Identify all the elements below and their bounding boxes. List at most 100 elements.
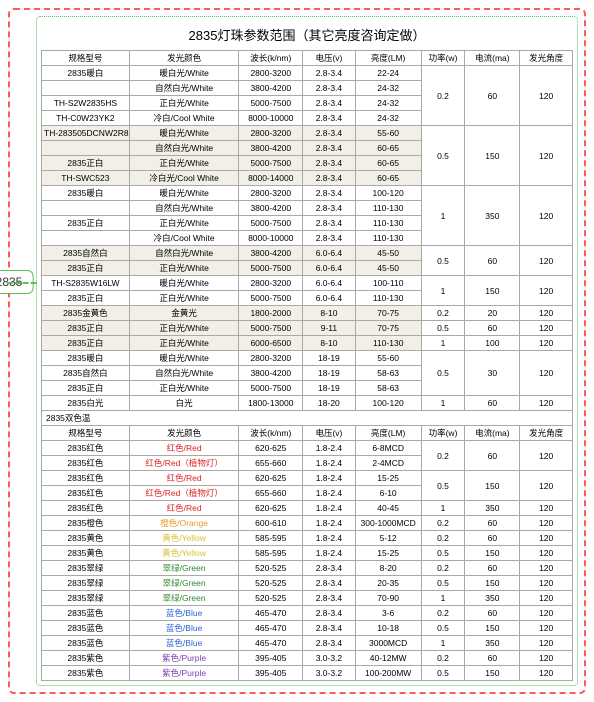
table-row: 2835黄色黄色/Yellow585-5951.8-2.415-250.5150… bbox=[42, 546, 573, 561]
cell: 395-405 bbox=[239, 666, 303, 681]
cell: 520-525 bbox=[239, 591, 303, 606]
cell: 0.2 bbox=[421, 66, 465, 126]
cell: 18-19 bbox=[303, 351, 356, 366]
cell: 0.2 bbox=[421, 516, 465, 531]
cell: 40-45 bbox=[355, 501, 421, 516]
cell: 2.8-3.4 bbox=[303, 561, 356, 576]
cell: TH-SWC523 bbox=[42, 171, 130, 186]
cell: 2.8-3.4 bbox=[303, 216, 356, 231]
cell: 蓝色/Blue bbox=[129, 636, 239, 651]
cell: 60-65 bbox=[355, 141, 421, 156]
table-row: 2835暖白暖白光/White2800-32002.8-3.4100-12013… bbox=[42, 186, 573, 201]
cell: 2.8-3.4 bbox=[303, 576, 356, 591]
cell: 55-60 bbox=[355, 351, 421, 366]
table-row: 2835蓝色蓝色/Blue465-4702.8-3.410-180.515012… bbox=[42, 621, 573, 636]
cell: 8-10 bbox=[303, 336, 356, 351]
cell: 0.5 bbox=[421, 351, 465, 396]
inner-frame: 2835灯珠参数范围（其它亮度咨询定做） 规格型号发光颜色波长(k/nm)电压(… bbox=[36, 16, 578, 686]
cell: 0.2 bbox=[421, 561, 465, 576]
cell: 3800-4200 bbox=[239, 141, 303, 156]
cell: 1.8-2.4 bbox=[303, 471, 356, 486]
cell: 20-35 bbox=[355, 576, 421, 591]
cell: 5000-7500 bbox=[239, 156, 303, 171]
cell: 1 bbox=[421, 501, 465, 516]
table-header: 规格型号发光颜色波长(k/nm)电压(v)亮度(LM)功率(w)电流(ma)发光… bbox=[42, 51, 573, 66]
cell: 8000-14000 bbox=[239, 171, 303, 186]
table-row: 2835橙色橙色/Orange600-6101.8-2.4300-1000MCD… bbox=[42, 516, 573, 531]
page-title: 2835灯珠参数范围（其它亮度咨询定做） bbox=[41, 21, 573, 50]
cell: 正白光/White bbox=[129, 321, 239, 336]
cell: 1 bbox=[421, 636, 465, 651]
cell: 自然白光/White bbox=[129, 81, 239, 96]
cell: 2835红色 bbox=[42, 441, 130, 456]
cell: 2.8-3.4 bbox=[303, 81, 356, 96]
cell: 45-50 bbox=[355, 246, 421, 261]
cell: 翠绿/Green bbox=[129, 576, 239, 591]
cell: 120 bbox=[520, 396, 573, 411]
cell: 70-75 bbox=[355, 321, 421, 336]
cell: 2800-3200 bbox=[239, 126, 303, 141]
cell: 2835黄色 bbox=[42, 546, 130, 561]
cell: 5000-7500 bbox=[239, 291, 303, 306]
cell: 2835蓝色 bbox=[42, 606, 130, 621]
cell: TH-S2W2835HS bbox=[42, 96, 130, 111]
cell: 150 bbox=[465, 546, 520, 561]
cell: 6000-6500 bbox=[239, 336, 303, 351]
cell: 0.5 bbox=[421, 471, 465, 501]
cell: 5000-7500 bbox=[239, 96, 303, 111]
cell: 120 bbox=[520, 666, 573, 681]
cell: 2.8-3.4 bbox=[303, 96, 356, 111]
col-header: 电流(ma) bbox=[465, 51, 520, 66]
cell: 2.8-3.4 bbox=[303, 636, 356, 651]
table-row: 2835黄色黄色/Yellow585-5951.8-2.45-120.26012… bbox=[42, 531, 573, 546]
table-row: 2835红色红色/Red620-6251.8-2.415-250.5150120 bbox=[42, 471, 573, 486]
cell: 正白光/White bbox=[129, 216, 239, 231]
cell: 120 bbox=[520, 621, 573, 636]
cell: 620-625 bbox=[239, 471, 303, 486]
cell: 翠绿/Green bbox=[129, 561, 239, 576]
cell: 60 bbox=[465, 396, 520, 411]
cell: 2835正白 bbox=[42, 321, 130, 336]
cell: 120 bbox=[520, 441, 573, 471]
cell: 60 bbox=[465, 516, 520, 531]
cell: 正白光/White bbox=[129, 156, 239, 171]
cell: 2835自然白 bbox=[42, 366, 130, 381]
cell: 6.0-6.4 bbox=[303, 246, 356, 261]
cell: 2835暖白 bbox=[42, 351, 130, 366]
cell: 9-11 bbox=[303, 321, 356, 336]
cell: 150 bbox=[465, 666, 520, 681]
cell: 8-20 bbox=[355, 561, 421, 576]
cell: 120 bbox=[520, 561, 573, 576]
cell: 2835正白 bbox=[42, 261, 130, 276]
cell: 18-20 bbox=[303, 396, 356, 411]
col-header: 亮度(LM) bbox=[355, 426, 421, 441]
table-row: TH-S2835W16LW暖白光/White2800-32006.0-6.410… bbox=[42, 276, 573, 291]
cell: 120 bbox=[520, 576, 573, 591]
cell: 120 bbox=[520, 276, 573, 306]
cell: 45-50 bbox=[355, 261, 421, 276]
cell: 5000-7500 bbox=[239, 261, 303, 276]
cell: 2835金黄色 bbox=[42, 306, 130, 321]
cell: 60 bbox=[465, 606, 520, 621]
cell: TH-283505DCNW2R8 bbox=[42, 126, 130, 141]
cell: 40-12MW bbox=[355, 651, 421, 666]
table-row: 2835蓝色蓝色/Blue465-4702.8-3.43000MCD135012… bbox=[42, 636, 573, 651]
cell: 5-12 bbox=[355, 531, 421, 546]
col-header: 发光角度 bbox=[520, 426, 573, 441]
col-header: 发光角度 bbox=[520, 51, 573, 66]
table-row: 2835翠绿翠绿/Green520-5252.8-3.420-350.51501… bbox=[42, 576, 573, 591]
col-header: 亮度(LM) bbox=[355, 51, 421, 66]
cell: 2-4MCD bbox=[355, 456, 421, 471]
cell: 红色/Red（植物灯） bbox=[129, 456, 239, 471]
cell: 18-19 bbox=[303, 381, 356, 396]
cell: 120 bbox=[520, 186, 573, 246]
table-row: 2835蓝色蓝色/Blue465-4702.8-3.43-60.260120 bbox=[42, 606, 573, 621]
cell: 2835红色 bbox=[42, 456, 130, 471]
cell: 620-625 bbox=[239, 501, 303, 516]
cell: 24-32 bbox=[355, 111, 421, 126]
outer-frame: 2835 2835灯珠参数范围（其它亮度咨询定做） 规格型号发光颜色波长(k/n… bbox=[8, 8, 586, 694]
cell: 0.5 bbox=[421, 621, 465, 636]
cell: 暖白光/White bbox=[129, 186, 239, 201]
cell bbox=[42, 81, 130, 96]
cell: 2.8-3.4 bbox=[303, 591, 356, 606]
